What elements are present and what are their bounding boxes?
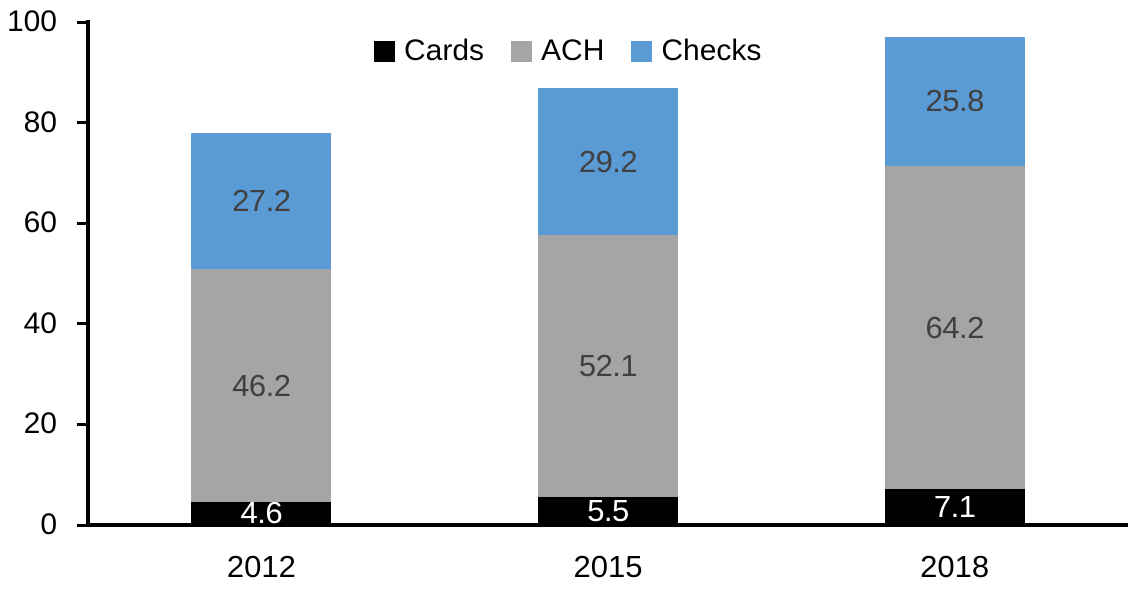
data-label-2018-cards: 7.1 xyxy=(933,489,976,525)
bar-segment-2012-cards xyxy=(191,501,332,525)
y-axis-tick-label: 80 xyxy=(23,105,57,139)
y-axis-tick-label: 60 xyxy=(23,206,57,240)
bar-segment-2018-ach xyxy=(884,166,1025,490)
legend-label-checks: Checks xyxy=(661,34,762,67)
bar-segment-2015-cards xyxy=(538,497,678,525)
legend-label-cards: Cards xyxy=(404,34,485,67)
y-axis-tick xyxy=(77,221,90,225)
y-axis-line xyxy=(86,20,90,527)
y-axis-tick xyxy=(77,322,90,326)
x-axis-label-2012: 2012 xyxy=(226,549,296,584)
bar-segment-2015-ach xyxy=(538,235,678,498)
x-axis-label-2015: 2015 xyxy=(573,549,643,584)
y-axis-tick-label: 100 xyxy=(6,5,57,38)
bar-segment-2018-cards xyxy=(884,489,1025,525)
legend-item-ach: ACH xyxy=(511,36,604,66)
data-label-2015-cards: 5.5 xyxy=(587,493,629,529)
legend-swatch-cards xyxy=(374,40,395,62)
bar-segment-2015-checks xyxy=(538,88,678,236)
y-axis-tick xyxy=(77,20,90,24)
bar-segment-2012-ach xyxy=(191,269,332,502)
data-label-2018-ach: 64.2 xyxy=(925,309,984,345)
legend-item-checks: Checks xyxy=(631,36,761,66)
bar-segment-2018-checks xyxy=(884,36,1025,167)
legend-label-ach: ACH xyxy=(541,34,605,67)
legend-swatch-ach xyxy=(511,40,533,62)
legend-item-cards: Cards xyxy=(374,36,484,66)
data-label-2012-checks: 27.2 xyxy=(232,183,291,219)
legend-swatch-checks xyxy=(631,40,653,62)
bar-segment-2012-checks xyxy=(191,132,332,270)
y-axis-tick xyxy=(77,121,90,125)
y-axis-tick-label: 0 xyxy=(40,508,57,541)
x-axis-line xyxy=(86,523,1128,527)
chart-legend: Cards ACH Checks xyxy=(374,36,761,66)
y-axis-tick-label: 20 xyxy=(23,407,57,441)
data-label-2012-ach: 46.2 xyxy=(232,367,291,403)
y-axis-tick xyxy=(77,422,90,426)
x-axis-label-2018: 2018 xyxy=(920,549,990,584)
data-label-2018-checks: 25.8 xyxy=(925,83,984,119)
data-label-2015-ach: 52.1 xyxy=(578,348,638,384)
y-axis-tick-label: 40 xyxy=(23,306,57,340)
data-label-2015-checks: 29.2 xyxy=(578,143,638,179)
y-axis-tick xyxy=(77,523,90,527)
